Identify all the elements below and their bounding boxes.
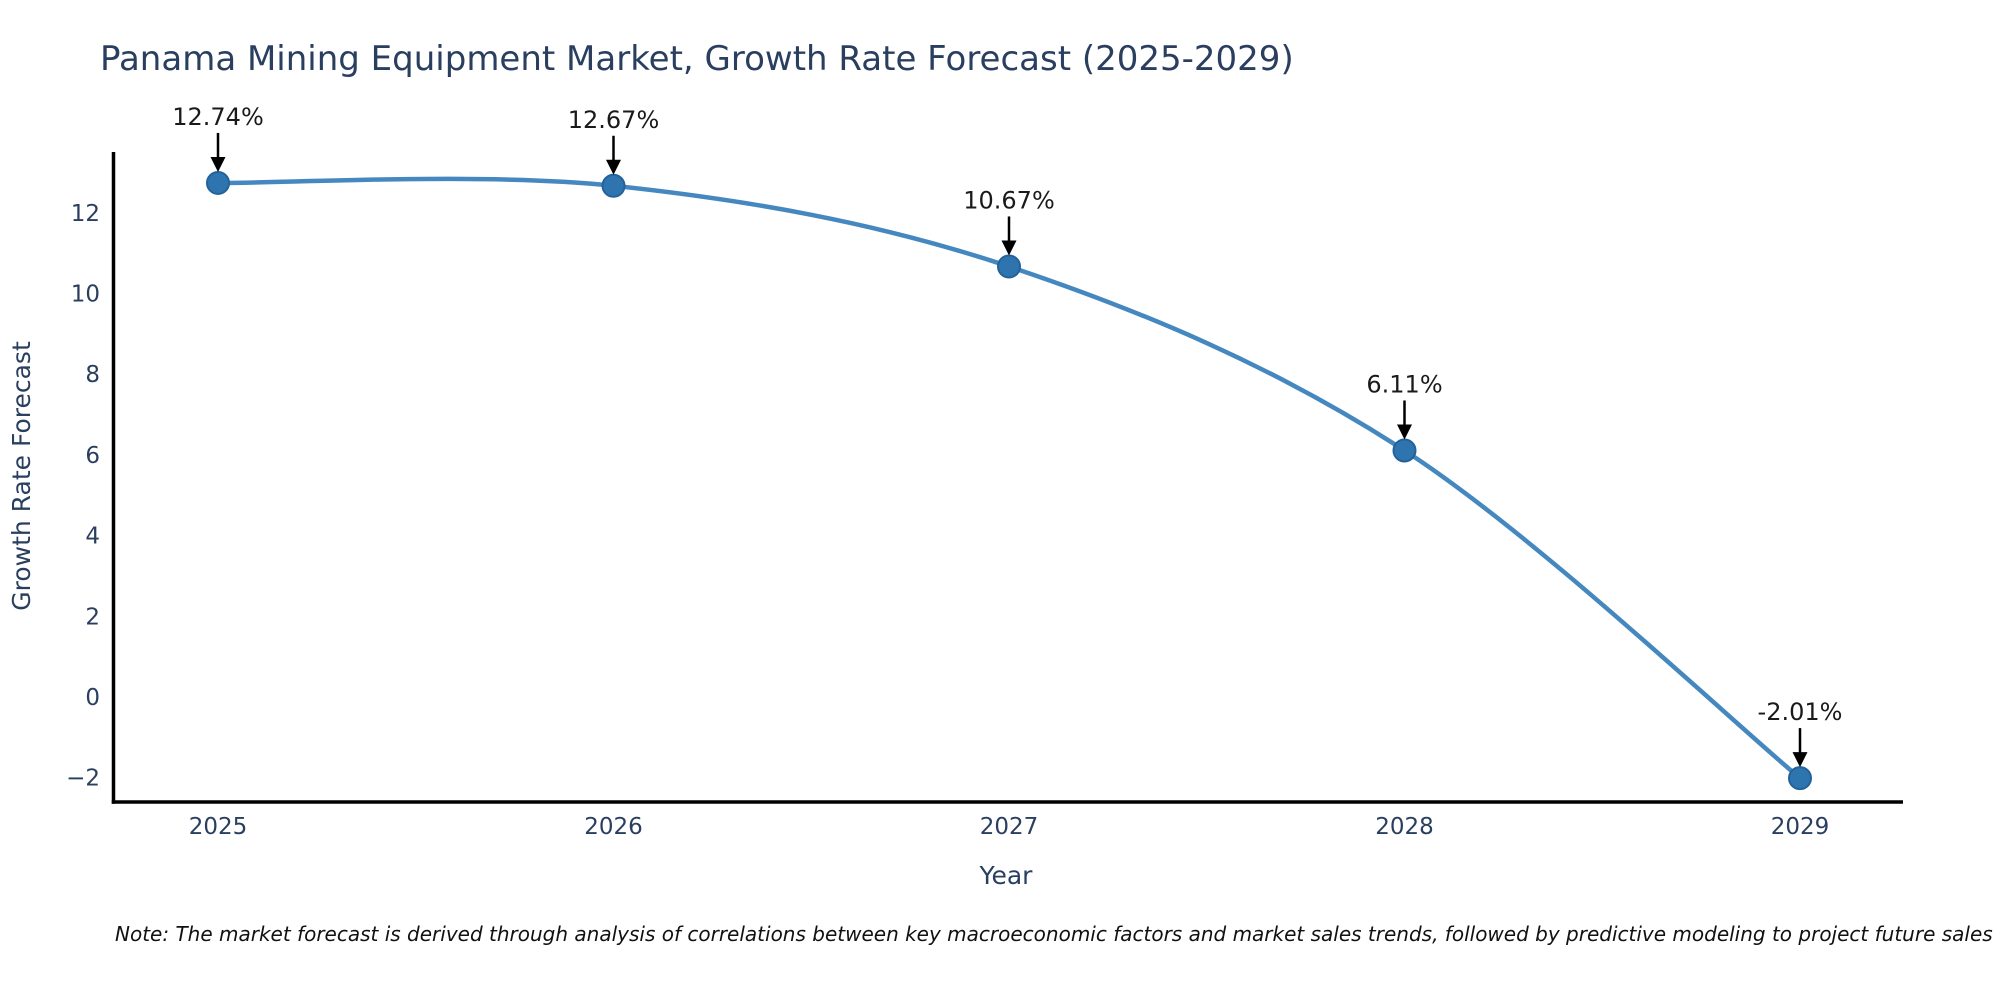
note-text: Note: The market forecast is derived thr… [115,922,1993,946]
annotation-arrow-head [210,156,226,172]
x-tick-labels: 2025 2026 2027 2028 2029 [189,814,1830,840]
x-tick-label: 2025 [189,814,248,840]
annotation-arrow-head [1397,424,1412,440]
x-tick-label: 2027 [980,814,1039,840]
annotation-arrow-head [1001,240,1017,256]
y-tick-label: 6 [85,443,100,469]
data-point-annotation: 12.67% [568,106,660,134]
y-tick-label: 8 [85,362,100,388]
data-point-annotation: 12.74% [172,103,264,131]
annotation-layer: 12.74% 12.67% 10.67% 6.11% -2.01% [172,103,1843,768]
y-axis-title: Growth Rate Forecast [7,341,36,611]
x-tick-label: 2029 [1771,814,1830,840]
data-point-marker [601,173,626,198]
series-layer [206,170,1812,791]
x-tick-label: 2026 [584,814,643,840]
y-tick-label: 4 [85,524,100,550]
annotation-arrow-head [1792,752,1808,768]
data-point-annotation: 10.67% [963,186,1055,214]
y-tick-labels: 12 10 8 6 4 2 0 −2 [66,201,100,792]
y-tick-label: 10 [71,282,100,308]
y-tick-label: 0 [85,685,100,711]
data-point-marker [206,170,230,195]
x-axis-title: Year [979,861,1034,890]
data-point-marker [1788,766,1812,791]
x-tick-label: 2028 [1375,814,1434,840]
y-tick-label: 12 [71,201,100,227]
y-tick-label: −2 [66,766,100,792]
data-point-annotation: 6.11% [1366,370,1442,398]
annotation-arrow-head [606,159,621,175]
data-point-marker [1392,438,1417,463]
data-point-annotation: -2.01% [1758,698,1843,726]
y-tick-label: 2 [85,604,100,630]
chart-title: Panama Mining Equipment Market, Growth R… [100,39,1294,79]
data-point-marker [997,254,1021,279]
